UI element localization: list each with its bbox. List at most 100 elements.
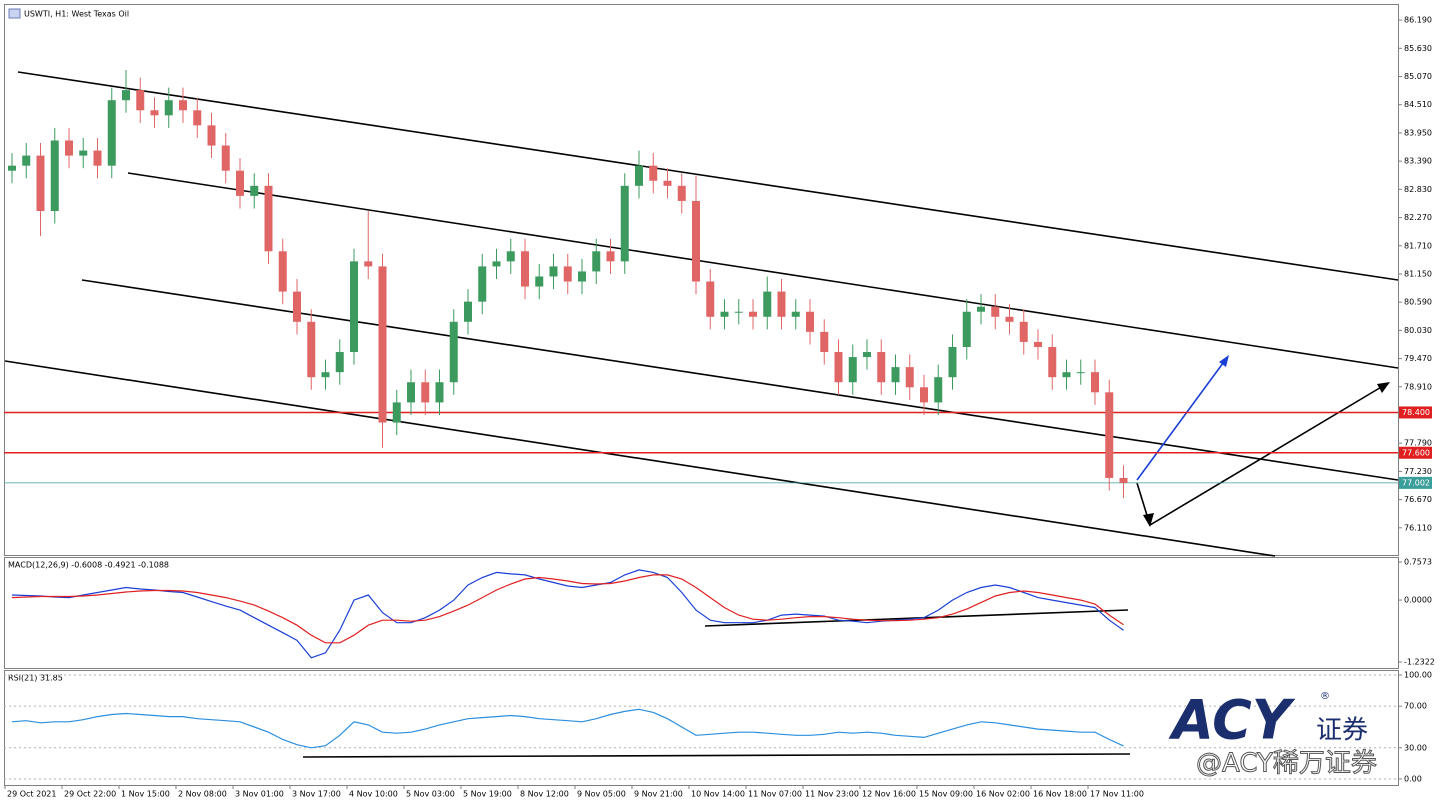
watermark-mark: ® [1320,691,1330,702]
candle-body [521,251,529,287]
candle-body [1091,372,1099,393]
candle-body [392,402,401,423]
candle-body [848,357,857,383]
candle-body [464,301,472,322]
candle-body [592,251,601,272]
candle-body [236,170,244,196]
indicator-line [11,708,1124,749]
candle-body [107,100,116,166]
candle-body [991,306,1000,317]
y-tick-label: 79.470 [1404,354,1432,363]
channel-line [4,360,1276,557]
candle-body [620,185,629,262]
candle-body [834,352,843,383]
candle-body [578,271,586,282]
channel-line [17,71,1399,281]
x-tick-label: 1 Nov 15:00 [121,790,170,799]
candle-body [962,311,971,347]
candle-body [65,140,73,156]
rsi-trend-line [302,753,1131,758]
y-tick-label: 86.190 [1404,16,1432,25]
watermark-logo: ACY [1168,689,1296,752]
x-tick-label: 8 Nov 12:00 [520,790,569,799]
candle-body [920,387,928,403]
candle-body [449,321,458,383]
x-tick-label: 5 Nov 03:00 [406,790,455,799]
candle-body [93,150,102,166]
x-tick-label: 12 Nov 16:00 [862,790,916,799]
rsi-label: RSI(21) 31.85 [8,674,63,683]
candle-body [378,266,387,423]
candle-body [50,140,59,212]
candle-body [1062,372,1071,378]
y-tick-label: 0.7573 [1404,558,1432,567]
price-level-box [1399,476,1432,489]
candle-body [820,331,829,353]
candle-body [863,352,871,358]
candle-body [36,155,45,212]
projection-arrow [1136,358,1227,481]
candle-body [364,261,373,267]
price-level-label: 78.400 [1402,408,1430,417]
candle-body [164,100,173,116]
candle-body [677,185,686,201]
candle-body [1019,321,1028,342]
price-level-box [1399,406,1432,419]
candle-body [934,377,943,403]
price-level-box [1399,446,1432,459]
rsi-panel [4,670,1399,786]
candle-body [407,382,415,403]
x-tick-label: 4 Nov 10:00 [349,790,398,799]
chart-title: USWTI, H1: West Texas Oil [24,10,129,19]
channel-line [127,172,1399,369]
candle-body [79,150,88,156]
candle-body [264,185,273,252]
y-tick-label: 0.00 [1404,774,1422,783]
x-tick-label: 15 Nov 09:00 [919,790,973,799]
y-tick-label: 80.590 [1404,298,1432,307]
candle-body [763,291,772,317]
y-tick-label: 85.630 [1404,44,1432,53]
y-tick-label: 78.910 [1404,382,1432,391]
candle-body [635,165,643,186]
channel-line [81,279,1399,481]
candle-body [179,100,187,111]
candle-body [549,266,558,277]
y-tick-label: 77.230 [1404,467,1432,476]
y-tick-label: 81.710 [1404,241,1432,250]
candle-body [791,311,800,317]
candle-body [350,261,358,353]
macd-panel [4,557,1399,669]
watermark-handle: @ACY稀万证券 [1196,749,1377,779]
candle-body [749,311,757,317]
candle-body [877,352,886,383]
arrow-head [1219,355,1229,367]
candle-body [22,155,31,166]
x-tick-label: 9 Nov 21:00 [634,790,683,799]
y-tick-label: 85.070 [1404,72,1432,81]
x-tick-label: 10 Nov 14:00 [691,790,745,799]
candle-body [1105,392,1114,478]
candle-body [734,311,743,313]
candle-body [136,90,145,111]
candle-body [1119,477,1128,483]
x-tick-label: 16 Nov 02:00 [976,790,1030,799]
x-tick-label: 16 Nov 18:00 [1033,790,1087,799]
candle-body [948,346,957,378]
y-tick-label: -1.2322 [1404,657,1435,666]
x-tick-label: 9 Nov 05:00 [577,790,626,799]
candle-body [1076,372,1085,374]
candle-body [150,110,159,116]
candle-body [1005,316,1014,322]
x-tick-label: 2 Nov 08:00 [178,790,227,799]
candle-body [692,200,700,282]
candle-body [478,266,487,302]
candle-body [563,266,572,282]
candle-body [535,276,544,287]
y-tick-label: 76.110 [1404,523,1432,532]
candle-body [706,281,715,317]
watermark-logo-cn: 证券 [1316,716,1368,746]
candle-body [649,165,658,181]
